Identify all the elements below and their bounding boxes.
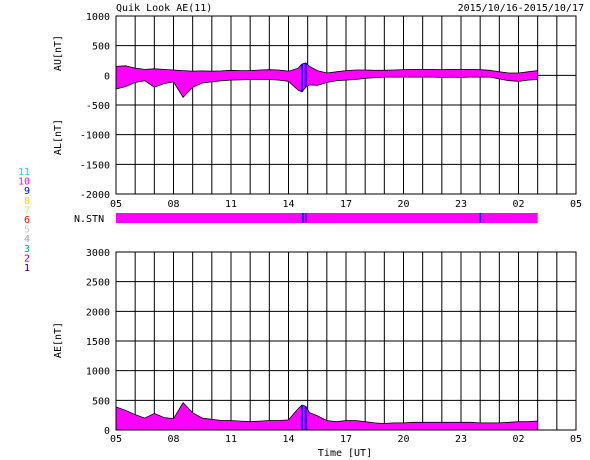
station-legend-item: 4 (24, 234, 30, 245)
au-al-frame (115, 15, 577, 195)
station-count-panel (116, 213, 538, 223)
ae-xtick-label: 11 (225, 434, 237, 445)
top-xtick-label: 08 (167, 199, 179, 210)
ae-ytick-label: 0 (104, 426, 110, 437)
ae-ytick-label: 2500 (86, 278, 110, 289)
ae-ytick-label: 1000 (86, 367, 110, 378)
nstn-mark (304, 213, 307, 223)
ae-ytick-label: 2000 (86, 307, 110, 318)
station-legend-item: 7 (24, 205, 30, 216)
station-legend-item: 6 (24, 215, 30, 226)
nstn-mark (479, 213, 481, 223)
ae-xtick-label: 05 (110, 434, 122, 445)
nstn-label: N.STN (74, 214, 104, 225)
ae-xtick-label: 14 (282, 434, 294, 445)
aual-ytick-label: -2000 (80, 190, 110, 201)
aual-ytick-label: 1000 (86, 12, 110, 23)
au-ylabel: AU[nT] (53, 35, 64, 71)
al-ylabel: AL[nT] (53, 119, 64, 155)
x-axis-label: Time [UT] (318, 448, 372, 459)
ae-xtick-label: 05 (570, 434, 582, 445)
aual-ytick-label: -500 (86, 101, 110, 112)
aual-ytick-label: -1500 (80, 160, 110, 171)
ae-area (115, 402, 539, 431)
top-xtick-label: 17 (340, 199, 352, 210)
station-legend-item: 8 (24, 196, 30, 207)
top-xtick-label: 11 (225, 199, 237, 210)
station-legend-item: 10 (18, 177, 30, 188)
date-range: 2015/10/16-2015/10/17 (458, 3, 584, 14)
aual-ytick-label: 500 (92, 42, 110, 53)
top-xtick-label: 20 (397, 199, 409, 210)
station-legend-item: 5 (24, 225, 30, 236)
top-xtick-label: 23 (455, 199, 467, 210)
ae-ytick-label: 1500 (86, 337, 110, 348)
station-legend-item: 3 (24, 244, 30, 255)
aual-ytick-label: 0 (104, 71, 110, 82)
station-legend-item: 1 (24, 263, 30, 274)
aual-ytick-label: -1000 (80, 131, 110, 142)
top-xtick-label: 05 (570, 199, 582, 210)
top-xtick-label: 14 (282, 199, 294, 210)
ae-xtick-label: 08 (167, 434, 179, 445)
ae-xtick-label: 02 (512, 434, 524, 445)
station-legend-item: 11 (18, 167, 30, 178)
ae-frame (115, 251, 577, 431)
au-al-envelope (115, 62, 539, 98)
nstn-mark (302, 213, 304, 223)
ae-ylabel: AE[nT] (53, 322, 64, 358)
station-legend-item: 2 (24, 253, 30, 264)
ae-xtick-label: 17 (340, 434, 352, 445)
top-xtick-label: 05 (110, 199, 122, 210)
ae-xtick-label: 23 (455, 434, 467, 445)
ae-ytick-label: 500 (92, 396, 110, 407)
station-legend-item: 9 (24, 186, 30, 197)
top-xtick-label: 02 (512, 199, 524, 210)
ae-xtick-label: 20 (397, 434, 409, 445)
ae-ytick-label: 3000 (86, 248, 110, 259)
nstn-bar (116, 213, 538, 223)
chart-title: Quik Look AE(11) (116, 3, 212, 14)
